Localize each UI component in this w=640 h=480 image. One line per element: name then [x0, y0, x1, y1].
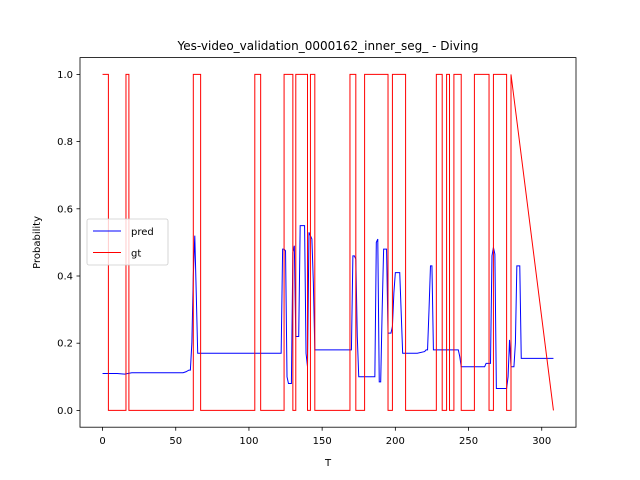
x-tick-label: 150: [313, 436, 332, 447]
series-layer: [102, 73, 554, 411]
y-tick-label: 0.6: [57, 204, 73, 215]
legend-label-pred: pred: [131, 227, 154, 238]
x-tick-label: 0: [99, 436, 105, 447]
x-tick-label: 50: [169, 436, 182, 447]
x-tick-label: 250: [459, 436, 478, 447]
y-axis-label: Probability: [32, 216, 43, 269]
x-tick-label: 200: [386, 436, 405, 447]
x-tick-label: 300: [532, 436, 551, 447]
y-tick-label: 1.0: [57, 70, 73, 81]
y-tick-label: 0.0: [57, 406, 73, 417]
series-line-pred: [102, 225, 554, 390]
legend-box: [86, 218, 169, 266]
legend-label-gt: gt: [131, 249, 141, 260]
x-tick-label: 100: [239, 436, 258, 447]
y-tick-label: 0.8: [57, 137, 73, 148]
series-line-gt: [102, 73, 554, 411]
plot-frame: [79, 57, 577, 428]
chart-title: Yes-video_validation_0000162_inner_seg_ …: [177, 39, 479, 53]
y-tick-label: 0.4: [57, 272, 73, 283]
y-tick-label: 0.2: [57, 339, 73, 350]
x-axis: 0 50 100 150 200 250 300: [99, 427, 551, 447]
y-axis: 0.0 0.2 0.4 0.6 0.8 1.0: [57, 70, 80, 417]
x-axis-label: T: [324, 458, 332, 469]
legend: pred gt: [86, 218, 169, 266]
